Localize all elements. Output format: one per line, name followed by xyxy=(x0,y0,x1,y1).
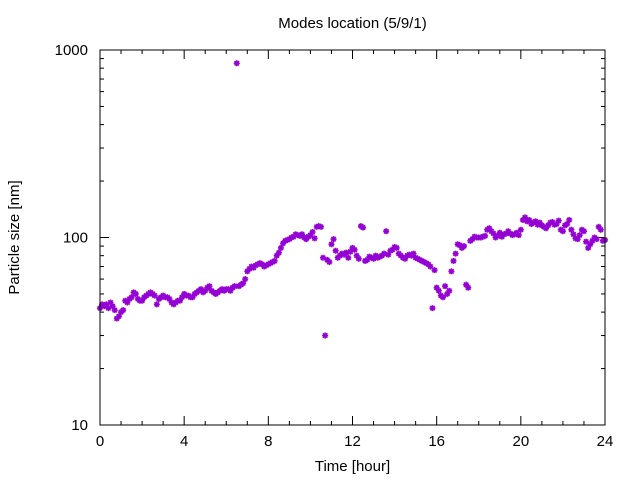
data-point xyxy=(383,228,390,235)
data-point xyxy=(448,268,455,275)
data-point xyxy=(153,301,160,308)
data-points xyxy=(97,60,608,339)
data-point xyxy=(576,232,583,239)
data-point xyxy=(450,257,457,264)
data-point xyxy=(593,236,600,243)
data-point xyxy=(597,226,604,233)
data-point xyxy=(277,244,284,251)
data-point xyxy=(328,241,335,248)
data-point xyxy=(517,226,524,233)
y-tick-label: 10 xyxy=(71,417,88,434)
data-point xyxy=(431,267,438,274)
data-point xyxy=(351,246,358,253)
x-axis-label: Time [hour] xyxy=(315,458,390,475)
data-point xyxy=(332,247,339,254)
data-point xyxy=(555,217,562,224)
data-point xyxy=(202,287,209,294)
y-tick-label: 100 xyxy=(63,230,88,247)
data-point xyxy=(120,307,127,314)
tick-labels: 0 4 8 12 16 20 24 10 100 1000 xyxy=(55,42,614,450)
data-point xyxy=(429,305,436,312)
data-point xyxy=(309,228,316,235)
data-point xyxy=(311,235,318,242)
data-point xyxy=(566,216,573,223)
data-point xyxy=(242,276,249,283)
data-point xyxy=(317,223,324,230)
data-point xyxy=(128,294,135,301)
data-point xyxy=(435,287,442,294)
data-point xyxy=(330,236,337,243)
plot-frame xyxy=(99,49,606,426)
data-point xyxy=(580,228,587,235)
x-tick-label: 16 xyxy=(428,433,445,450)
data-point xyxy=(355,255,362,262)
x-tick-label: 20 xyxy=(512,433,529,450)
x-tick-label: 24 xyxy=(597,433,614,450)
data-point xyxy=(111,307,118,314)
x-tick-label: 4 xyxy=(180,433,188,450)
data-point xyxy=(427,263,434,270)
x-tick-label: 8 xyxy=(264,433,272,450)
data-point xyxy=(482,232,489,239)
data-point xyxy=(465,284,472,291)
data-point xyxy=(326,259,333,266)
data-point xyxy=(206,283,213,290)
data-point xyxy=(463,281,470,288)
data-point xyxy=(275,249,282,256)
data-point xyxy=(442,283,449,290)
x-tick-label: 12 xyxy=(344,433,361,450)
data-point xyxy=(151,292,158,299)
data-point xyxy=(461,243,468,250)
data-point xyxy=(360,224,367,231)
data-point xyxy=(132,290,139,297)
data-point xyxy=(439,294,446,301)
x-tick-label: 0 xyxy=(96,433,104,450)
y-axis-label: Particle size [nm] xyxy=(6,180,23,294)
data-point xyxy=(583,238,590,245)
data-point xyxy=(271,257,278,264)
data-point xyxy=(393,244,400,251)
data-point xyxy=(452,250,459,257)
chart-title: Modes location (5/9/1) xyxy=(278,15,426,32)
data-point xyxy=(559,228,566,235)
y-tick-label: 1000 xyxy=(55,42,88,59)
data-point xyxy=(446,287,453,294)
data-point xyxy=(568,226,575,233)
data-point xyxy=(345,254,352,261)
data-point xyxy=(322,332,329,339)
data-point xyxy=(233,60,240,67)
data-point xyxy=(515,232,522,239)
